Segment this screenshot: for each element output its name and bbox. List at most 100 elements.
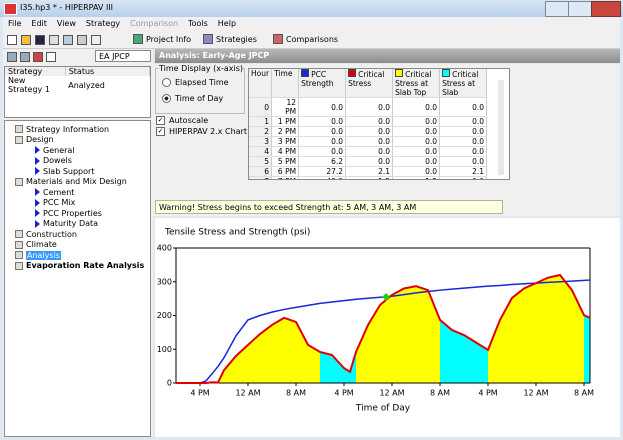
tree-item[interactable]: General: [35, 145, 75, 155]
cell: 0.0: [439, 136, 488, 147]
left-pane: Strategy Status New Strategy 1 Analyzed Str…: [3, 64, 153, 437]
strategy-row[interactable]: New Strategy 1 Analyzed: [5, 76, 150, 94]
delete-strategy-button[interactable]: [33, 52, 43, 62]
legend-swatch: [301, 69, 310, 77]
area-fill: [440, 319, 488, 383]
tab[interactable]: Strategies: [203, 34, 257, 44]
maximize-button[interactable]: [568, 1, 592, 17]
cell: 0.0: [345, 97, 394, 117]
x-axis-title: Time of Day: [355, 404, 411, 414]
tree-label: Strategy Information: [26, 124, 110, 134]
table-scrollbar[interactable]: [498, 80, 504, 175]
tree-icon: [15, 251, 23, 259]
add-strategy-button[interactable]: [7, 52, 17, 62]
tree-icon: [15, 230, 23, 238]
cell: 0.0: [345, 126, 394, 137]
minimize-button[interactable]: [545, 1, 569, 17]
cut-button[interactable]: [77, 35, 87, 45]
column-header: Strategy: [5, 67, 66, 76]
tree-item[interactable]: Cement: [35, 187, 74, 197]
close-button[interactable]: [591, 1, 621, 17]
cell: 0.0: [392, 116, 441, 127]
print-button[interactable]: [49, 35, 59, 45]
menu-item[interactable]: Comparison: [130, 19, 179, 28]
cell: 0.0: [439, 176, 488, 179]
copy-button[interactable]: [63, 35, 73, 45]
cell: 0.0: [392, 146, 441, 157]
menu-item[interactable]: Tools: [188, 19, 208, 28]
radio-label: Time of Day: [175, 94, 224, 103]
menu-item[interactable]: Edit: [31, 19, 47, 28]
tree-item[interactable]: Analysis: [15, 250, 61, 260]
checkbox-option[interactable]: ✓ Autoscale: [156, 116, 208, 125]
tab[interactable]: Comparisons: [273, 34, 338, 44]
cell: 0.0: [439, 126, 488, 137]
x-tick-label: 4 PM: [190, 389, 209, 398]
tree-item[interactable]: Dowels: [35, 156, 72, 166]
tab-icon: [273, 34, 283, 44]
tree-item[interactable]: Construction: [15, 229, 77, 239]
tab[interactable]: Project Info: [133, 34, 191, 44]
menu-item[interactable]: Strategy: [85, 19, 121, 28]
tree-icon: [35, 167, 40, 175]
cell: 6.2: [298, 156, 347, 167]
paste-button[interactable]: [91, 35, 101, 45]
strategy-type-dropdown[interactable]: EA JPCP: [95, 50, 151, 62]
cell: Analyzed: [68, 80, 105, 90]
analyze-button[interactable]: [46, 52, 56, 62]
x-tick-label: 8 AM: [430, 389, 450, 398]
strategy-buttons: [7, 52, 56, 62]
tree-icon: [35, 198, 40, 207]
cell: 2: [249, 126, 273, 137]
new-button[interactable]: [7, 35, 17, 45]
cell: 0.0: [392, 136, 441, 147]
tree-label: Maturity Data: [43, 219, 99, 228]
x-tick-label: 8 AM: [286, 389, 306, 398]
tree-label: General: [43, 145, 75, 155]
tree-item[interactable]: Slab Support: [35, 166, 94, 176]
tree-item[interactable]: PCC Mix: [35, 198, 75, 208]
tree-label: Design: [26, 135, 54, 144]
chart: Tensile Stress and Strength (psi) Time o…: [155, 218, 620, 437]
cell: 6 PM: [271, 166, 300, 177]
legend-label: Critical Stress at Slab: [442, 70, 479, 97]
menu-bar: File Edit View Strategy Comparison Tools Help: [3, 17, 620, 32]
area-fill: [176, 317, 320, 383]
legend-swatch: [348, 69, 357, 77]
radio: [162, 94, 171, 103]
tree-item[interactable]: Strategy Information: [15, 124, 109, 134]
menu-item[interactable]: Help: [217, 19, 237, 28]
cell: 0.0: [439, 97, 488, 117]
cell: 12 PM: [271, 97, 300, 117]
radio-option[interactable]: Elapsed Time: [162, 78, 229, 87]
tree-item[interactable]: Materials and Mix Design: [15, 177, 127, 187]
tree-item[interactable]: Evaporation Rate Analysis: [15, 261, 144, 271]
tree-label: Evaporation Rate Analysis: [26, 261, 145, 270]
y-tick-label: 100: [157, 345, 172, 354]
tree-item[interactable]: Climate: [15, 240, 57, 250]
cell: 0.0: [392, 126, 441, 137]
copy-strategy-button[interactable]: [20, 52, 30, 62]
checkbox-option[interactable]: ✓ HIPERPAV 2.x Chart: [156, 127, 247, 136]
cell: 1.5: [392, 176, 441, 179]
save-button[interactable]: [35, 35, 45, 45]
tree-icon: [35, 146, 40, 154]
menu-item[interactable]: File: [8, 19, 22, 28]
cell: 2 PM: [271, 126, 300, 137]
tree-item[interactable]: Design: [15, 135, 54, 145]
cell: 0.0: [439, 156, 488, 167]
cell: 0.0: [298, 146, 347, 157]
tree-item[interactable]: Maturity Data: [35, 219, 98, 229]
tree-label: Cement: [43, 187, 75, 197]
legend-swatch: [395, 69, 404, 77]
legend-header: Critical Stress at Slab Top: [392, 69, 441, 98]
menu-item[interactable]: View: [56, 19, 76, 28]
open-button[interactable]: [21, 35, 31, 45]
radio-option[interactable]: Time of Day: [162, 94, 223, 103]
tree-item[interactable]: PCC Properties: [35, 208, 102, 218]
checkbox-label: Autoscale: [169, 116, 209, 125]
